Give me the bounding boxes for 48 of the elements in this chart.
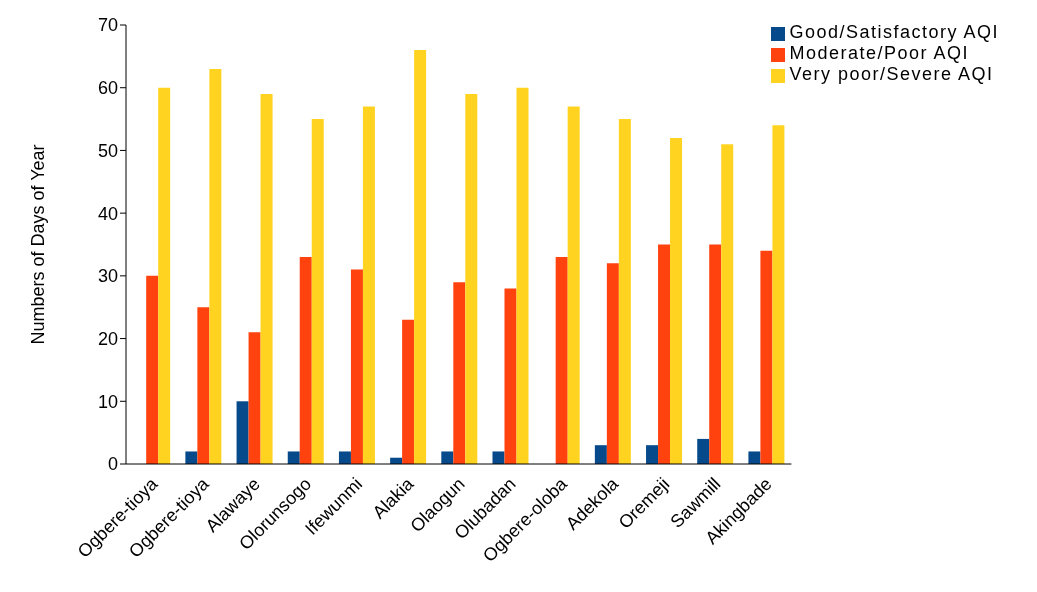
bar <box>402 319 415 464</box>
y-axis-title: Numbers of Days of Year <box>28 144 49 345</box>
bar <box>772 125 785 464</box>
bar <box>567 106 580 464</box>
bar <box>646 445 659 464</box>
bar <box>197 307 210 464</box>
bar <box>492 451 505 464</box>
bar <box>748 451 761 464</box>
bar <box>697 438 710 464</box>
bar <box>721 144 734 464</box>
bar <box>299 257 312 464</box>
bar <box>658 244 671 464</box>
bar <box>504 288 517 464</box>
bar <box>311 119 324 464</box>
bar <box>248 332 261 464</box>
y-tick-label: 30 <box>97 266 118 287</box>
y-tick-label: 40 <box>97 203 118 224</box>
bar <box>158 87 171 464</box>
bar <box>453 282 466 464</box>
bar <box>618 119 631 464</box>
bar <box>350 269 363 464</box>
bar <box>414 50 427 464</box>
bar <box>338 451 351 464</box>
bar <box>516 87 529 464</box>
bar <box>670 137 683 464</box>
bar <box>287 451 300 464</box>
bar <box>465 93 478 464</box>
bar <box>555 257 568 464</box>
bar <box>362 106 375 464</box>
bar <box>709 244 722 464</box>
bar <box>236 401 249 464</box>
bar <box>146 275 159 464</box>
legend-label: Very poor/Severe AQI <box>789 64 994 84</box>
legend-label: Moderate/Poor AQI <box>789 43 969 63</box>
y-tick-label: 0 <box>107 454 118 475</box>
bar <box>594 445 607 464</box>
y-tick-label: 50 <box>97 140 118 161</box>
y-tick-label: 10 <box>97 391 118 412</box>
bar <box>260 93 273 464</box>
bar <box>185 451 198 464</box>
bar <box>209 68 222 464</box>
bar <box>606 263 619 464</box>
bar <box>441 451 454 464</box>
y-tick-label: 60 <box>97 78 118 99</box>
y-tick-label: 20 <box>97 328 118 349</box>
bar <box>760 250 773 464</box>
legend-label: Good/Satisfactory AQI <box>789 22 999 42</box>
y-tick-label: 70 <box>97 15 118 36</box>
